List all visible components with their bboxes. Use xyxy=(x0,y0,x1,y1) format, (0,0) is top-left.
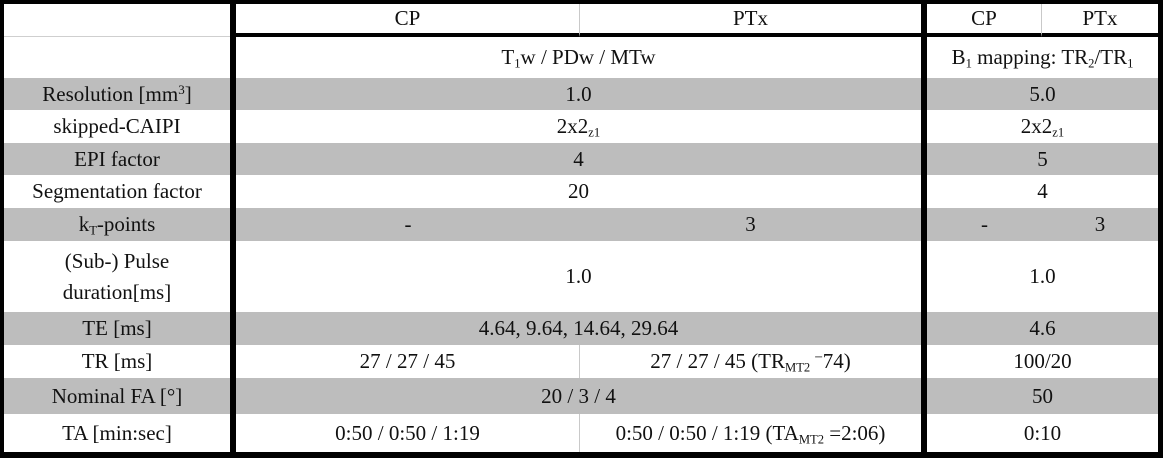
caipi-right-value: 2x2z1 xyxy=(1020,114,1065,140)
row-label-caipi: skipped-CAIPI xyxy=(4,110,230,143)
corner-empty-cell xyxy=(4,4,230,37)
epi-label-text: EPI factor xyxy=(74,146,160,171)
ta-ptx-value: 0:50 / 0:50 / 1:19 (TAMT2 =2:06) xyxy=(615,420,886,447)
cell-te-right: 4.6 xyxy=(927,312,1158,345)
header-ptx-left-label: PTx xyxy=(732,6,768,31)
row-label-ta: TA [min:sec] xyxy=(4,414,230,452)
cell-pulse-left: 1.0 xyxy=(236,241,921,312)
header-ptx-right: PTx xyxy=(1042,4,1158,37)
pulse-left-value: 1.0 xyxy=(565,264,592,289)
kt-cp-left-value: - xyxy=(404,212,412,237)
pulse-right-value: 1.0 xyxy=(1029,264,1056,289)
cell-tr-cp: 27 / 27 / 45 xyxy=(236,345,580,378)
row-label-epi: EPI factor xyxy=(4,143,230,175)
resolution-label-text: Resolution [mm3] xyxy=(42,81,192,106)
header-cp-left: CP xyxy=(236,4,580,37)
te-label-text: TE [ms] xyxy=(82,316,152,341)
row-label-pulse-duration: (Sub-) Pulse duration[ms] xyxy=(4,241,230,312)
cell-segmentation-left: 20 xyxy=(236,175,921,208)
fa-label-text: Nominal FA [°] xyxy=(51,383,183,408)
cell-kt-cp-left: - xyxy=(236,208,580,241)
fa-right-value: 50 xyxy=(1032,383,1053,408)
cell-resolution-right: 5.0 xyxy=(927,78,1158,110)
tr-ptx-value: 27 / 27 / 45 (TRMT2−74) xyxy=(650,349,851,375)
pulse-label-line1: (Sub-) Pulse xyxy=(64,249,170,274)
epi-left-value: 4 xyxy=(573,146,584,171)
row-label-tr: TR [ms] xyxy=(4,345,230,378)
cell-epi-right: 5 xyxy=(927,143,1158,175)
cell-fa-right: 50 xyxy=(927,378,1158,414)
cell-caipi-left: 2x2z1 xyxy=(236,110,921,143)
ta-cp-value: 0:50 / 0:50 / 1:19 xyxy=(335,420,480,445)
kt-ptx-right-value: 3 xyxy=(1094,212,1106,237)
row-label-te: TE [ms] xyxy=(4,312,230,345)
header-ptx-right-label: PTx xyxy=(1082,6,1118,31)
te-right-value: 4.6 xyxy=(1029,316,1056,341)
caipi-label-text: skipped-CAIPI xyxy=(53,114,181,139)
cell-pulse-right: 1.0 xyxy=(927,241,1158,312)
caipi-left-value: 2x2z1 xyxy=(556,114,601,140)
row-label-resolution: Resolution [mm3] xyxy=(4,78,230,110)
ta-right-value: 0:10 xyxy=(1023,420,1062,445)
segmentation-left-value: 20 xyxy=(568,179,589,204)
header-ptx-left: PTx xyxy=(580,4,921,37)
fa-left-value: 20 / 3 / 4 xyxy=(541,383,616,408)
cell-te-left: 4.64, 9.64, 14.64, 29.64 xyxy=(236,312,921,345)
segmentation-label-text: Segmentation factor xyxy=(32,179,202,204)
subheader-empty-cell xyxy=(4,37,230,78)
row-label-fa: Nominal FA [°] xyxy=(4,378,230,414)
header-cp-right-label: CP xyxy=(971,6,997,31)
row-label-kt-points: kT-points xyxy=(4,208,230,241)
subheader-b1-mapping-text: B1 mapping: TR2/TR1 xyxy=(951,45,1134,71)
header-cp-right: CP xyxy=(927,4,1042,37)
cell-ta-cp: 0:50 / 0:50 / 1:19 xyxy=(236,414,580,452)
epi-right-value: 5 xyxy=(1037,146,1048,171)
tr-right-value: 100/20 xyxy=(1013,349,1072,374)
ta-label-text: TA [min:sec] xyxy=(62,420,172,445)
tr-cp-value: 27 / 27 / 45 xyxy=(359,349,456,374)
cell-kt-ptx-left: 3 xyxy=(580,208,921,241)
row-label-segmentation: Segmentation factor xyxy=(4,175,230,208)
segmentation-right-value: 4 xyxy=(1037,179,1048,204)
cell-ta-ptx: 0:50 / 0:50 / 1:19 (TAMT2 =2:06) xyxy=(580,414,921,452)
cell-kt-cp-right: - xyxy=(927,208,1042,241)
resolution-right-value: 5.0 xyxy=(1029,81,1056,106)
pulse-label-line2: duration[ms] xyxy=(62,279,172,304)
kt-points-label-text: kT-points xyxy=(78,212,156,238)
kt-ptx-left-value: 3 xyxy=(745,212,756,237)
cell-tr-ptx: 27 / 27 / 45 (TRMT2−74) xyxy=(580,345,921,378)
vertical-rule-right xyxy=(921,4,927,452)
cell-kt-ptx-right: 3 xyxy=(1042,208,1158,241)
vertical-rule-left xyxy=(230,4,236,452)
tr-label-text: TR [ms] xyxy=(81,349,153,374)
kt-cp-right-value: - xyxy=(981,212,988,237)
cell-fa-left: 20 / 3 / 4 xyxy=(236,378,921,414)
resolution-left-value: 1.0 xyxy=(565,81,592,106)
te-left-value: 4.64, 9.64, 14.64, 29.64 xyxy=(478,316,679,341)
subheader-b1-mapping: B1 mapping: TR2/TR1 xyxy=(927,37,1158,78)
cell-epi-left: 4 xyxy=(236,143,921,175)
cell-caipi-right: 2x2z1 xyxy=(927,110,1158,143)
cell-tr-right: 100/20 xyxy=(927,345,1158,378)
header-cp-left-label: CP xyxy=(394,6,421,31)
cell-ta-right: 0:10 xyxy=(927,414,1158,452)
cell-resolution-left: 1.0 xyxy=(236,78,921,110)
cell-segmentation-right: 4 xyxy=(927,175,1158,208)
subheader-weighting: T1w / PDw / MTw xyxy=(236,37,921,78)
subheader-weighting-text: T1w / PDw / MTw xyxy=(501,45,656,71)
